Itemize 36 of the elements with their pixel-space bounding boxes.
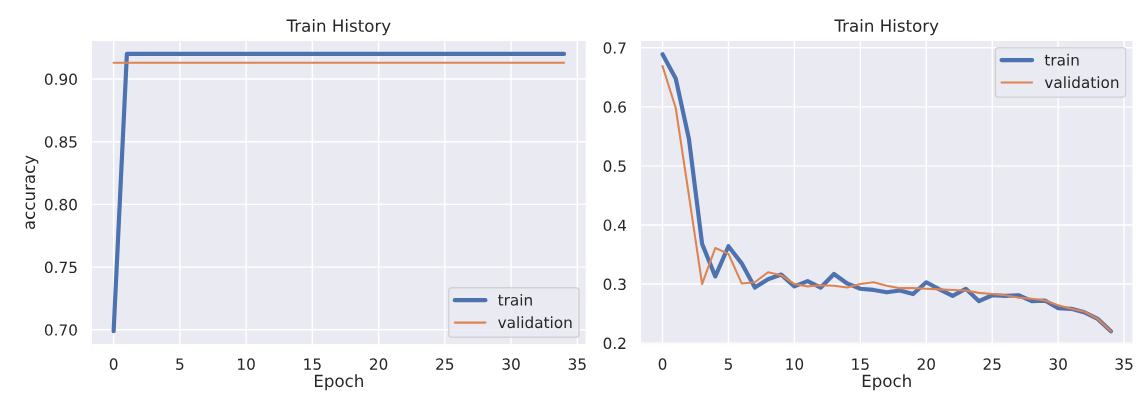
x-tick-label: 20 <box>369 358 388 370</box>
x-tick-label: 20 <box>917 358 935 370</box>
y-tick-label: 0.6 <box>603 101 626 113</box>
x-tick-label: 35 <box>568 358 586 370</box>
chart-title: Train History <box>834 19 939 36</box>
x-tick-label: 0 <box>658 358 667 370</box>
x-tick-label: 25 <box>436 358 454 370</box>
y-tick-label: 0.70 <box>44 324 77 336</box>
x-tick-label: 15 <box>304 358 321 370</box>
legend-label: train <box>498 293 532 306</box>
y-tick-label: 0.90 <box>44 73 77 85</box>
x-axis-title: Epoch <box>862 374 911 391</box>
x-tick-label: 5 <box>176 358 184 370</box>
y-tick-label: 0.85 <box>44 136 77 148</box>
x-tick-label: 0 <box>109 358 118 370</box>
y-axis-title: accuracy <box>25 155 39 230</box>
y-tick-label: 0.75 <box>44 261 77 274</box>
y-tick-label: 0.4 <box>603 219 627 231</box>
legend-label: validation <box>498 316 572 329</box>
y-tick-label: 0.5 <box>603 160 626 172</box>
y-tick-label: 0.2 <box>603 337 626 350</box>
chart-title: Train History <box>286 19 391 36</box>
legend-label: train <box>1044 53 1079 66</box>
x-tick-label: 35 <box>1115 358 1133 370</box>
y-tick-label: 0.7 <box>603 42 626 54</box>
legend-label: validation <box>1044 76 1119 89</box>
x-tick-label: 25 <box>983 358 1001 370</box>
x-axis-title: Epoch <box>314 374 363 391</box>
x-tick-label: 15 <box>852 358 869 370</box>
x-tick-label: 30 <box>1049 358 1067 370</box>
y-tick-label: 0.3 <box>603 278 626 291</box>
y-tick-label: 0.80 <box>44 198 77 211</box>
x-tick-label: 5 <box>724 358 732 370</box>
x-tick-label: 10 <box>238 358 255 370</box>
x-tick-label: 30 <box>502 358 520 370</box>
x-tick-label: 10 <box>786 358 804 370</box>
